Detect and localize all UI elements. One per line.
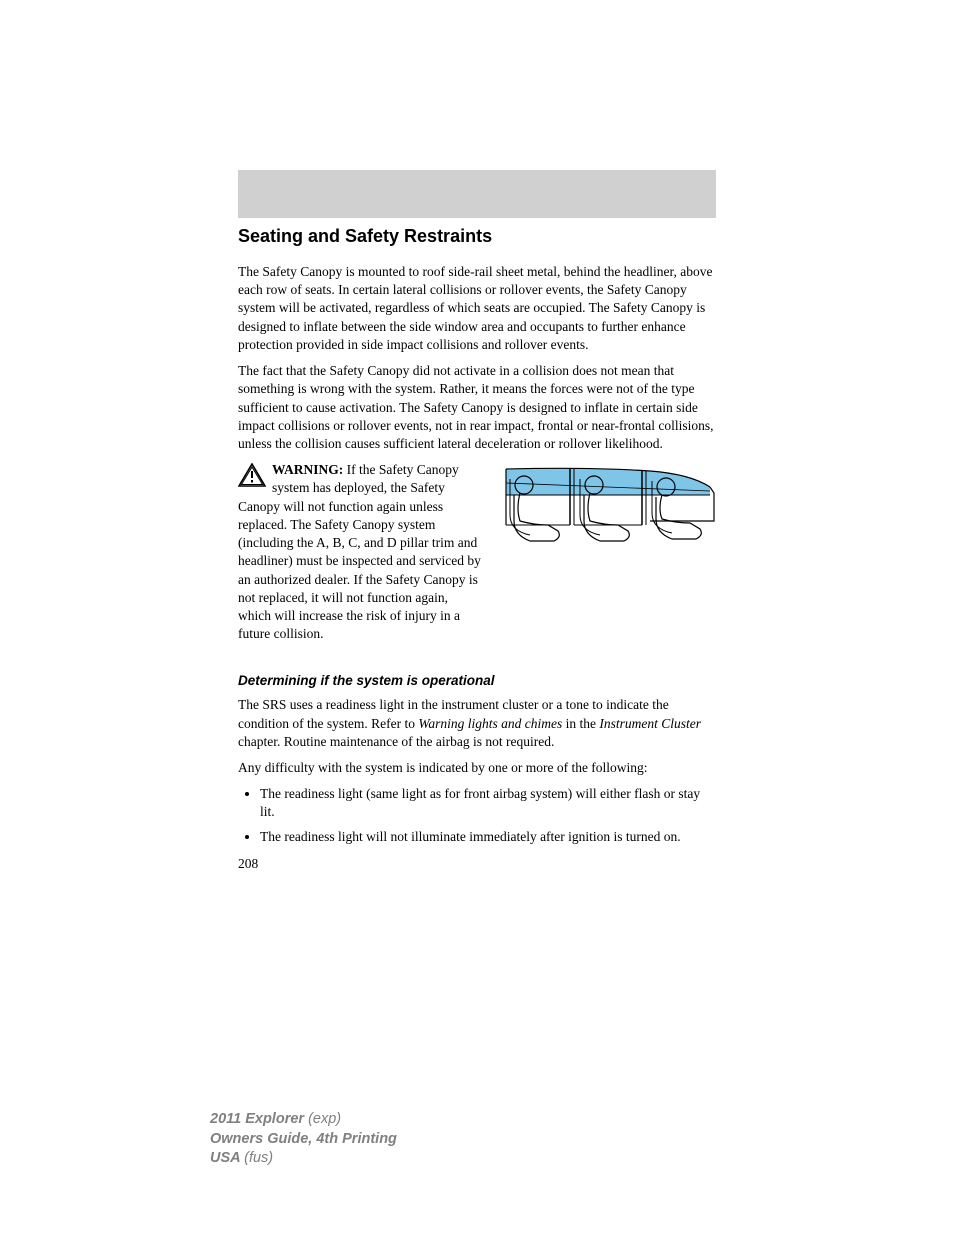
warning-and-diagram-row: WARNING: If the Safety Canopy system has… bbox=[238, 461, 716, 643]
intro-paragraph-1: The Safety Canopy is mounted to roof sid… bbox=[238, 263, 716, 354]
footer-line-3: USA (fus) bbox=[210, 1149, 397, 1169]
main-content: Seating and Safety Restraints The Safety… bbox=[238, 226, 716, 872]
footer-code-2: (fus) bbox=[244, 1150, 273, 1166]
page-root: Seating and Safety Restraints The Safety… bbox=[0, 0, 954, 1235]
difficulty-intro: Any difficulty with the system is indica… bbox=[238, 759, 716, 777]
srs-italic-1: Warning lights and chimes bbox=[418, 716, 562, 731]
footer-region: USA bbox=[210, 1150, 244, 1166]
subsection-heading: Determining if the system is operational bbox=[238, 673, 716, 688]
header-gray-box bbox=[238, 170, 716, 218]
srs-text-b: in the bbox=[562, 716, 599, 731]
footer-block: 2011 Explorer (exp) Owners Guide, 4th Pr… bbox=[210, 1110, 397, 1169]
srs-paragraph: The SRS uses a readiness light in the in… bbox=[238, 696, 716, 751]
srs-italic-2: Instrument Cluster bbox=[599, 716, 701, 731]
list-item: The readiness light will not illuminate … bbox=[260, 828, 716, 846]
warning-body-text: If the Safety Canopy system has deployed… bbox=[238, 462, 481, 641]
footer-code-1: (exp) bbox=[308, 1111, 341, 1127]
warning-column: WARNING: If the Safety Canopy system has… bbox=[238, 461, 482, 643]
section-title: Seating and Safety Restraints bbox=[238, 226, 716, 247]
footer-line-2: Owners Guide, 4th Printing bbox=[210, 1130, 397, 1150]
intro-paragraph-2: The fact that the Safety Canopy did not … bbox=[238, 362, 716, 453]
warning-block: WARNING: If the Safety Canopy system has… bbox=[238, 461, 482, 643]
srs-text-c: chapter. Routine maintenance of the airb… bbox=[238, 734, 554, 749]
footer-line-1: 2011 Explorer (exp) bbox=[210, 1110, 397, 1130]
footer-model: 2011 Explorer bbox=[210, 1111, 308, 1127]
warning-label: WARNING: bbox=[272, 462, 343, 477]
vehicle-diagram bbox=[500, 461, 716, 643]
indicator-bullet-list: The readiness light (same light as for f… bbox=[238, 785, 716, 846]
page-number: 208 bbox=[238, 856, 716, 872]
list-item: The readiness light (same light as for f… bbox=[260, 785, 716, 821]
warning-triangle-icon bbox=[238, 463, 266, 492]
